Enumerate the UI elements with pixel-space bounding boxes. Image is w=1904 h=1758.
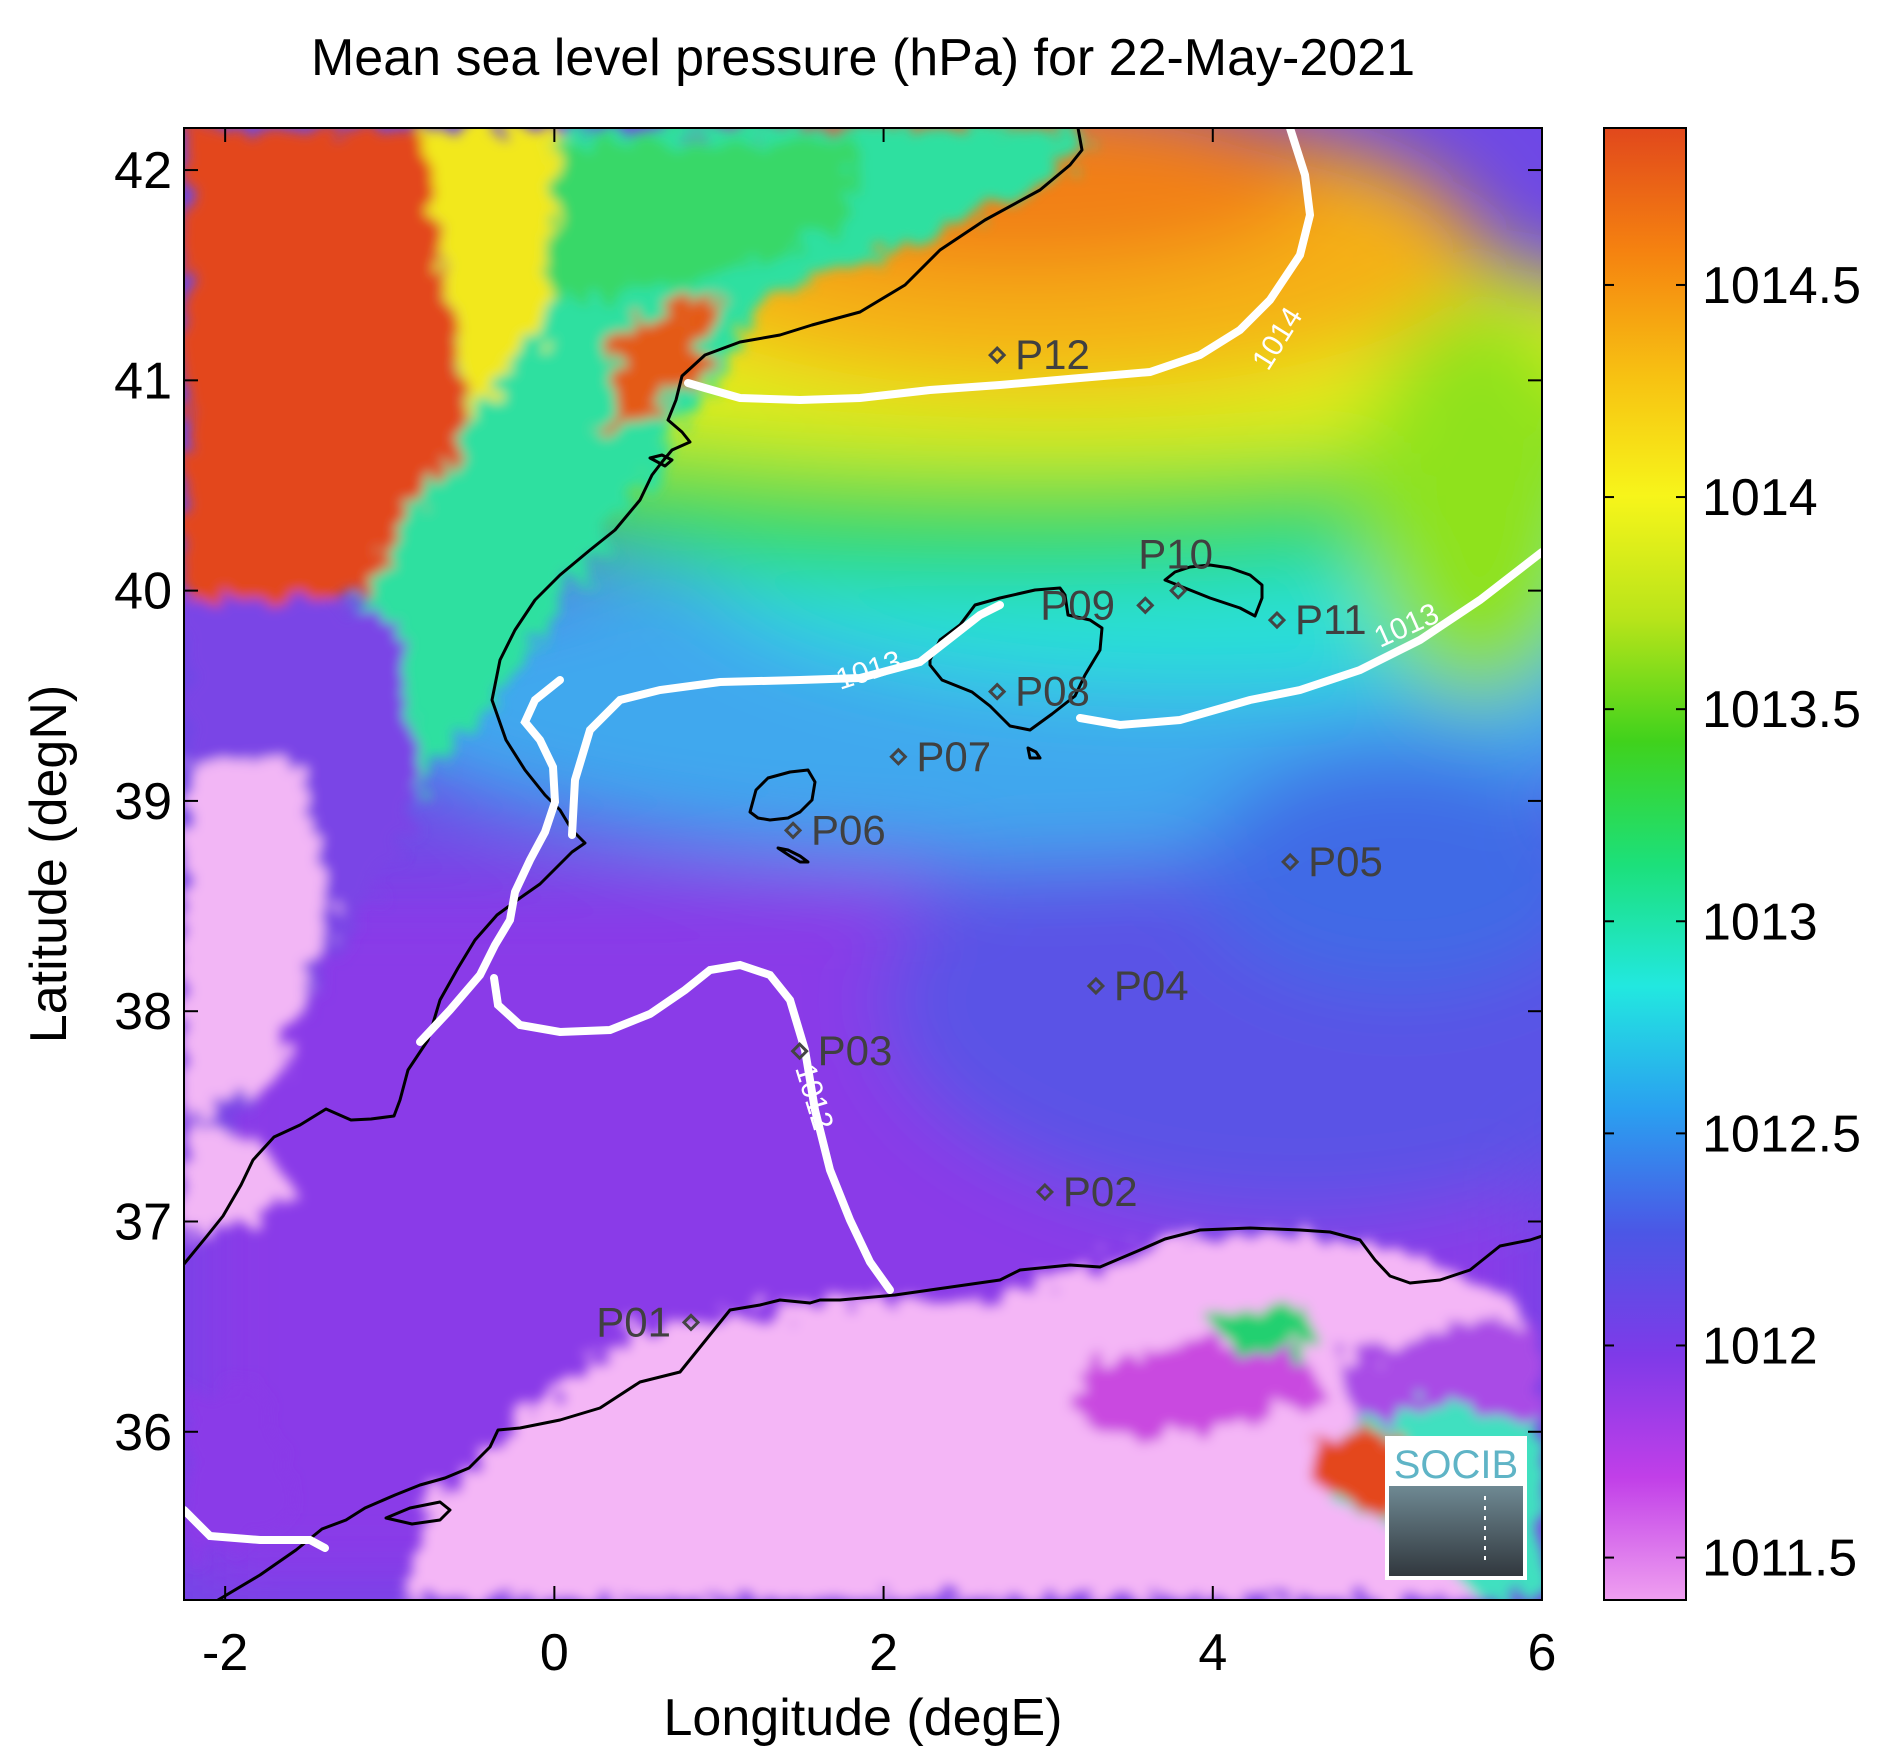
colorbar-tick-label: 1012	[1702, 1317, 1818, 1375]
isobars	[184, 128, 1542, 1552]
station-marker	[1136, 596, 1155, 615]
y-tick-label: 40	[114, 563, 172, 621]
station-marker	[1281, 852, 1300, 872]
colorbar-tick-label: 1011.5	[1702, 1530, 1857, 1588]
station-marker	[1267, 610, 1287, 630]
chart-title: Mean sea level pressure (hPa) for 22-May…	[311, 29, 1415, 87]
isobar-1014	[684, 128, 1315, 405]
map-plot-area: 1012 1013 1013 1014 P01P02P03P04P05P06P0…	[184, 128, 1542, 1600]
x-tick-label: 6	[1528, 1624, 1557, 1682]
colorbar-tick-label: 1013.5	[1702, 681, 1861, 739]
coastlines	[184, 128, 1542, 1600]
station-label-p01: P01	[596, 1298, 671, 1345]
coastline-iberia	[184, 128, 1084, 1265]
isobar-1012-b	[490, 960, 894, 1294]
y-tick-label: 41	[114, 352, 172, 410]
y-tick-label: 36	[114, 1404, 172, 1462]
y-tick-label: 38	[114, 983, 172, 1041]
socib-logo-text: SOCIB	[1394, 1443, 1518, 1487]
station-label-p08: P08	[1015, 668, 1090, 715]
colorbar: 1011.5 1012 1012.5 1013 1013.5 1014 1014.5	[1603, 127, 1861, 1601]
coastline-north-africa	[215, 1226, 1542, 1600]
station-marker	[988, 345, 1007, 365]
station-marker	[790, 1042, 809, 1061]
colorbar-tick-label: 1014	[1702, 469, 1818, 527]
coastline-ebro-delta	[648, 453, 674, 468]
y-tick-label: 42	[114, 142, 172, 200]
x-axis-label: Longitude (degE)	[664, 1689, 1063, 1747]
station-label-p04: P04	[1114, 962, 1189, 1009]
coastline-ibiza	[748, 768, 817, 822]
colorbar-swatch	[1603, 127, 1687, 1601]
x-tick-label: -2	[202, 1624, 248, 1682]
station-label-p05: P05	[1308, 838, 1383, 885]
stations: P01 P02 P03 P04 P05 P06 P07 P08 P09 P10 P11 P12	[596, 331, 1383, 1345]
isobar-1012	[416, 676, 564, 1046]
x-axis-ticks: -2 0 2 4 6	[202, 128, 1556, 1682]
station-marker	[889, 747, 908, 766]
isobar-south-west	[184, 1506, 329, 1552]
colorbar-tick-label: 1014.5	[1702, 257, 1861, 315]
x-tick-label: 0	[540, 1624, 569, 1682]
x-tick-label: 2	[869, 1624, 898, 1682]
station-label-p11: P11	[1295, 596, 1367, 643]
y-axis-label: Latitude (degN)	[20, 685, 78, 1043]
isobar-1013	[568, 601, 1004, 839]
station-label-p03: P03	[818, 1027, 893, 1074]
station-label-p12: P12	[1015, 331, 1090, 378]
station-label-p06: P06	[811, 806, 886, 853]
y-axis-ticks: 36 37 38 39 40 41 42	[114, 142, 1542, 1462]
y-tick-label: 37	[114, 1193, 172, 1251]
station-marker	[1035, 1182, 1055, 1202]
colorbar-ticks: 1011.5 1012 1012.5 1013 1013.5 1014 1014.5	[1604, 257, 1861, 1588]
coastline-formentera	[776, 846, 810, 864]
station-marker	[1169, 581, 1188, 600]
coastline-mallorca	[928, 586, 1104, 732]
station-marker	[988, 682, 1007, 701]
coastline-menorca	[1163, 563, 1264, 618]
x-tick-label: 4	[1198, 1624, 1227, 1682]
station-marker	[681, 1313, 701, 1332]
station-label-p09: P09	[1040, 581, 1115, 628]
y-tick-label: 39	[114, 773, 172, 831]
station-label-p10: P10	[1138, 531, 1213, 578]
colorbar-tick-label: 1012.5	[1702, 1105, 1861, 1163]
socib-logo: SOCIB	[1385, 1436, 1527, 1580]
station-label-p07: P07	[916, 733, 991, 780]
station-label-p02: P02	[1063, 1168, 1138, 1215]
coastline-cabrera	[1026, 746, 1042, 760]
station-marker	[1086, 976, 1106, 996]
coastline-alboran	[384, 1500, 452, 1526]
station-marker	[783, 821, 803, 840]
colorbar-tick-label: 1013	[1702, 893, 1818, 951]
map-frame	[183, 127, 1543, 1601]
isobar-1013-b	[1076, 548, 1542, 730]
